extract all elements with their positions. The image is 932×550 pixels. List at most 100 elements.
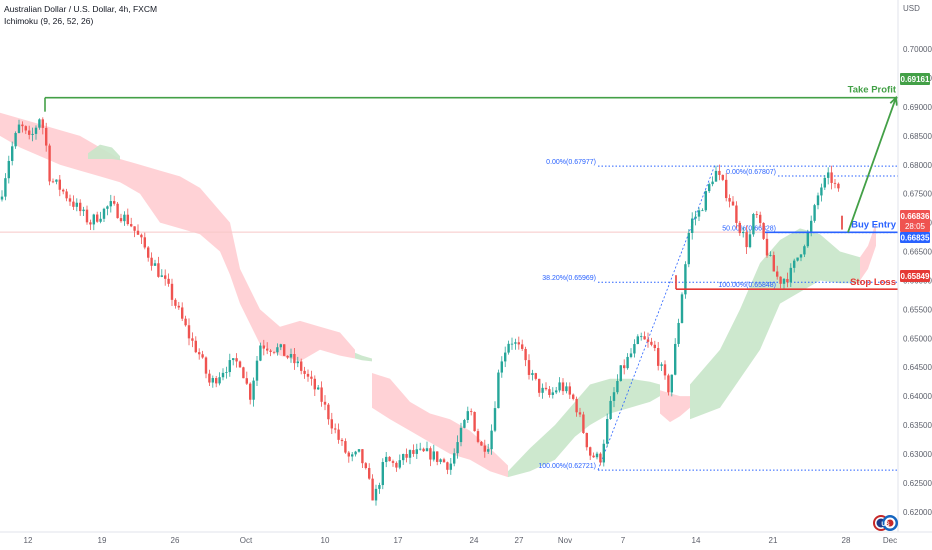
candle-body [810, 220, 813, 232]
candle-body [510, 343, 514, 345]
candle-body [578, 412, 582, 415]
candle-body [269, 350, 272, 352]
time-axis[interactable]: 12 19 26 Oct 10 17 24 27 Nov 7 14 21 28 Dec [24, 536, 898, 545]
candle-body [232, 358, 235, 361]
candle-body [201, 354, 204, 358]
candle-body [412, 450, 415, 454]
time-tick-label: 28 [842, 536, 851, 545]
candle-body [493, 408, 497, 431]
candle-body [147, 247, 150, 258]
price-tick-label: 0.63000 [903, 450, 932, 459]
candle-body [670, 374, 673, 393]
cloud-bearish [660, 390, 690, 423]
candle-body [701, 210, 704, 212]
candle-body [385, 456, 388, 463]
currency-label: USD [903, 4, 920, 13]
candle-body [755, 214, 758, 215]
candle-body [568, 386, 571, 395]
candle-body [116, 203, 119, 219]
candle-body [293, 353, 296, 364]
candle-body [327, 404, 330, 420]
candle-body [283, 344, 286, 356]
candle-body [786, 278, 789, 283]
candle-body [582, 414, 585, 433]
cloud-bullish [355, 352, 372, 362]
candle-body [82, 209, 85, 212]
candle-body [762, 222, 765, 239]
candle-body [0, 196, 4, 200]
candle-body [133, 226, 136, 231]
candle-body [504, 352, 507, 362]
candle-body [242, 367, 245, 379]
candle-body [548, 389, 551, 395]
candle-body [198, 352, 201, 355]
current-price-badge: 0.66836 28:05 [900, 210, 930, 232]
candle-body [320, 387, 323, 402]
candle-body [436, 451, 439, 462]
candle-body [575, 398, 578, 413]
candle-body [191, 338, 194, 341]
candle-body [694, 216, 697, 219]
candle-body [306, 373, 310, 377]
candle-body [497, 372, 500, 409]
candle-body [517, 342, 520, 345]
candle-countdown: 28:05 [905, 222, 926, 231]
candle-body [776, 271, 779, 277]
take-profit-badge: 0.69161 [900, 73, 930, 85]
candle-body [109, 201, 112, 207]
candle-body [255, 360, 259, 381]
candle-body [507, 343, 510, 353]
candle-body [330, 419, 333, 429]
time-tick-label: 14 [692, 536, 701, 545]
candle-body [439, 459, 442, 462]
candle-body [561, 382, 565, 392]
candle-body [799, 254, 803, 258]
candle-body [259, 345, 262, 361]
candle-body [184, 318, 187, 326]
candle-body [745, 231, 748, 248]
candle-body [238, 361, 242, 368]
price-tick-label: 0.65500 [903, 305, 932, 314]
candle-body [742, 231, 745, 234]
candle-body [721, 174, 724, 180]
candle-body [704, 191, 707, 211]
candle-body [684, 264, 687, 295]
candle-body [252, 380, 255, 400]
candle-body [830, 172, 833, 183]
candle-body [14, 133, 17, 147]
candle-body [765, 238, 769, 256]
candle-body [221, 372, 225, 378]
candle-body [17, 124, 21, 134]
time-tick-label: Oct [240, 536, 253, 545]
candle-body [616, 380, 619, 393]
candle-body [595, 453, 599, 458]
time-tick-label: 7 [621, 536, 626, 545]
candle-body [544, 387, 548, 390]
candle-body [31, 133, 34, 135]
candle-body [21, 124, 24, 127]
candle-body [728, 198, 731, 202]
candle-body [130, 224, 133, 227]
take-profit-label: Take Profit [848, 85, 897, 96]
candle-body [473, 411, 476, 432]
candle-body [11, 146, 14, 161]
price-tick-label: 0.68000 [903, 161, 932, 170]
time-tick-label: 21 [769, 536, 778, 545]
candle-body [126, 214, 129, 225]
candle-body [340, 439, 344, 442]
candle-body [612, 392, 616, 401]
price-tick-label: 0.66500 [903, 248, 932, 257]
chart-title: Australian Dollar / U.S. Dollar, 4h, FXC… [4, 4, 158, 14]
candle-body [803, 246, 806, 255]
candle-body [405, 454, 408, 458]
candle-body [4, 178, 7, 197]
candle-body [779, 276, 782, 284]
candle-body [96, 214, 99, 222]
candle-body [422, 448, 425, 452]
time-tick-label: 17 [394, 536, 403, 545]
candle-body [381, 462, 384, 486]
time-tick-label: 19 [98, 536, 107, 545]
candle-body [167, 278, 170, 284]
candle-body [680, 294, 684, 323]
